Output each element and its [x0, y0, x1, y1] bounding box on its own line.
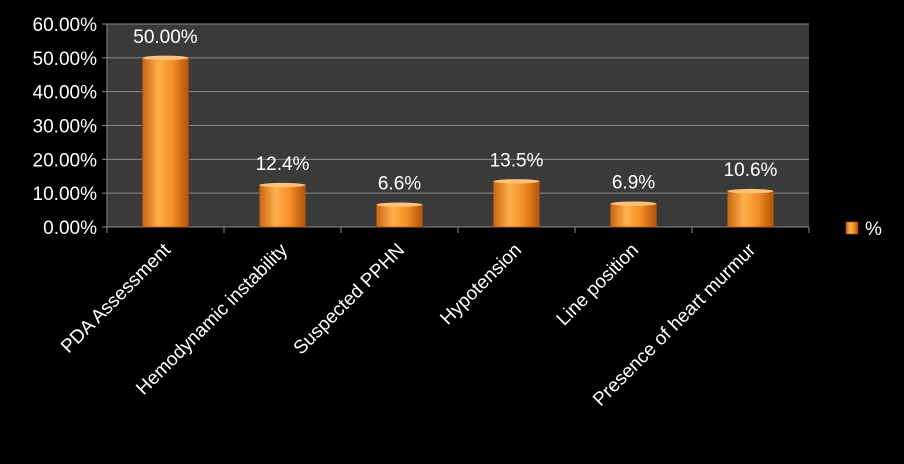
bar-top — [142, 55, 189, 61]
x-tick-label: PDA Assessment — [57, 239, 175, 357]
bar — [727, 190, 774, 228]
bar — [610, 203, 657, 228]
data-labels: 50.00% 12.4% 6.6% 13.5% 6.9% 10.6% — [133, 27, 777, 195]
bar-top — [610, 201, 657, 206]
data-label: 6.9% — [612, 173, 655, 194]
legend: % — [845, 219, 882, 240]
bar — [259, 184, 306, 228]
x-tick-label: Hypotension — [436, 240, 526, 330]
gridlines — [107, 23, 809, 194]
legend-swatch — [845, 221, 859, 235]
data-label: 13.5% — [490, 150, 544, 171]
y-tick-label: 0.00% — [43, 218, 97, 239]
y-tick-label: 40.00% — [33, 83, 98, 104]
y-tick-label: 60.00% — [33, 15, 98, 36]
bar-top — [493, 179, 540, 184]
bar — [142, 57, 189, 228]
legend-label: % — [865, 219, 882, 240]
y-tick-label: 10.00% — [33, 184, 98, 205]
data-label: 10.6% — [724, 160, 778, 181]
y-tick-label: 30.00% — [33, 117, 98, 138]
bar-top — [259, 182, 306, 188]
bar — [376, 204, 423, 228]
bar-top — [727, 188, 774, 194]
bar-top — [376, 202, 423, 207]
bar — [493, 181, 540, 228]
data-label: 12.4% — [256, 154, 310, 175]
bars — [142, 55, 774, 228]
x-tick-label: Suspected PPHN — [290, 240, 409, 359]
x-tick-label: Line position — [553, 240, 643, 330]
y-tick-label: 20.00% — [33, 150, 98, 171]
data-label: 50.00% — [133, 27, 198, 48]
data-label: 6.6% — [378, 174, 421, 195]
y-axis: 0.00% 10.00% 20.00% 30.00% 40.00% 50.00% 60.00… — [33, 15, 108, 239]
y-tick-label: 50.00% — [33, 49, 98, 70]
